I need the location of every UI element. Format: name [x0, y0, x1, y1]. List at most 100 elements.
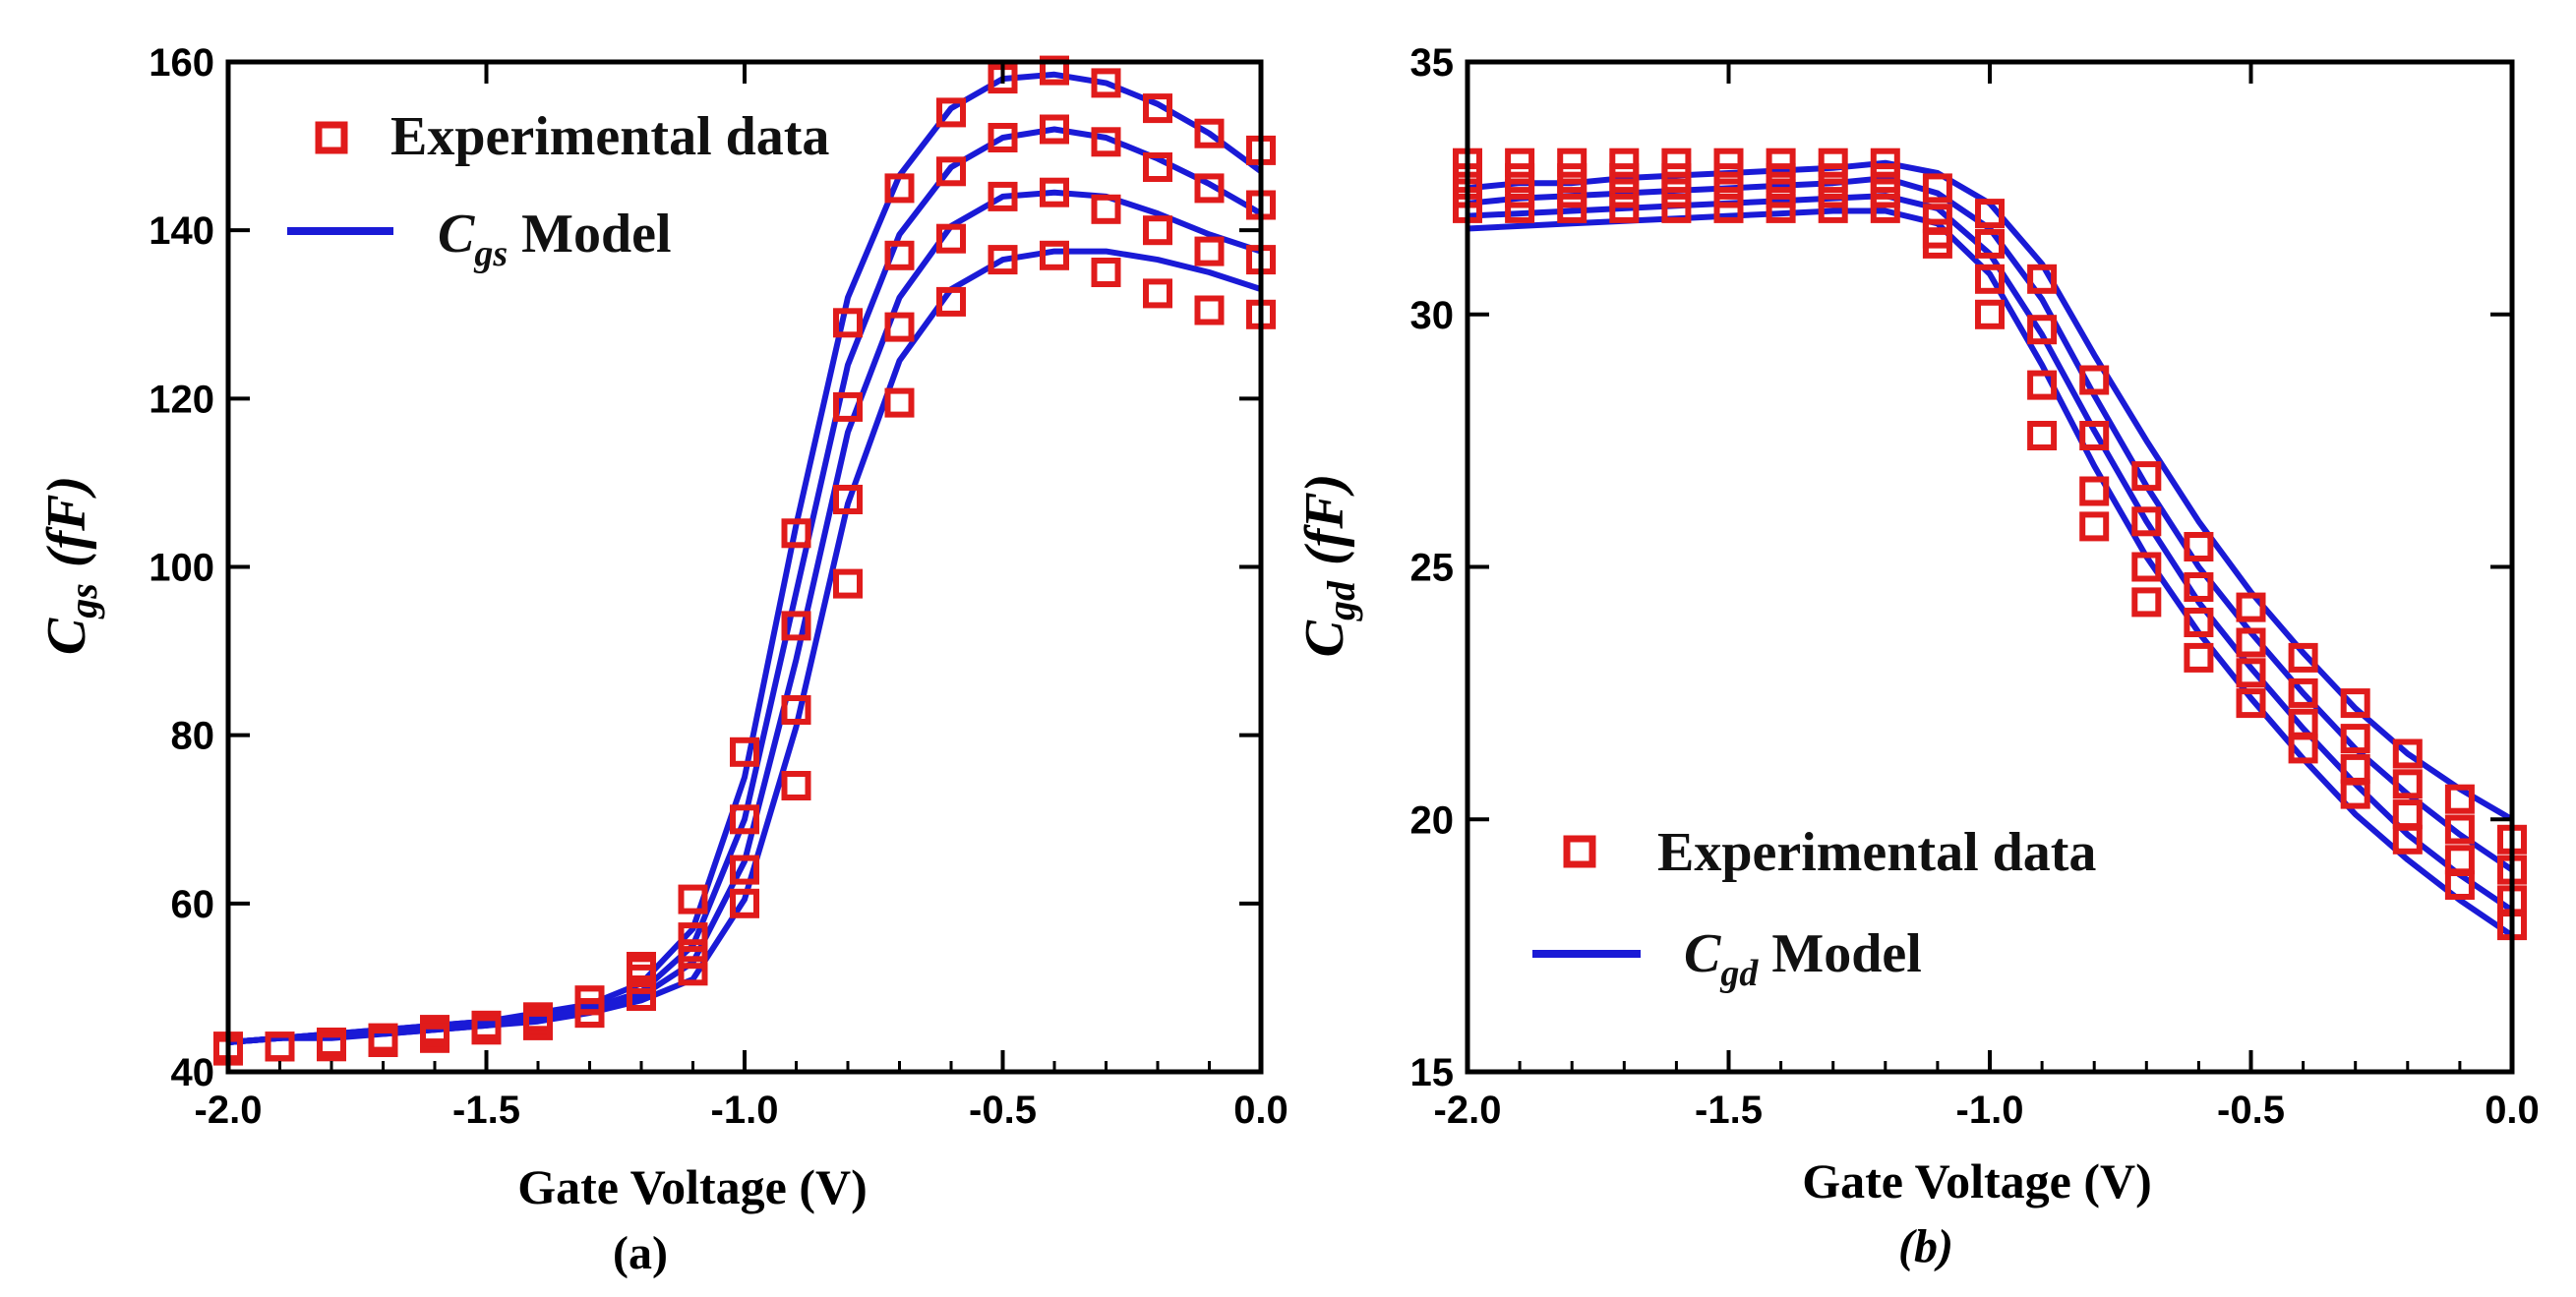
data-point-b-4-4 [1609, 193, 1640, 223]
data-point-b-2-12 [2027, 315, 2058, 345]
data-point-a-4-4 [368, 1028, 398, 1057]
data-point-b-2-11 [1975, 228, 2005, 259]
data-point-b-2-18 [2340, 724, 2370, 754]
data-point-a-4-5 [420, 1023, 449, 1053]
data-point-b-3-15 [2184, 608, 2214, 637]
data-point-a-1-14 [884, 173, 915, 204]
data-point-a-2-18 [1091, 127, 1121, 157]
y-axis-title-a: Cgs (fF) [36, 476, 105, 655]
legend-a: Experimental data Cgs Model [287, 106, 829, 274]
model-line-a-2 [227, 126, 1263, 1045]
data-point-a-2-12 [781, 611, 811, 641]
y-tick-label-b-2: 20 [1410, 798, 1455, 842]
data-point-b-1-9 [1870, 147, 1900, 178]
data-point-a-2-14 [884, 240, 915, 270]
data-point-a-3-13 [833, 485, 863, 514]
data-point-b-1-11 [1975, 199, 2005, 229]
data-point-a-2-13 [833, 391, 863, 422]
panel-label-b: (b) [1898, 1220, 1953, 1272]
data-point-b-3-4 [1609, 178, 1640, 208]
legend-line-label-b-main: C [1684, 923, 1721, 984]
legend-line-label-a-sub: gs [473, 233, 508, 274]
data-point-a-1-10 [678, 884, 708, 914]
data-point-b-4-20 [2444, 870, 2475, 900]
x-axis-title-a: Gate Voltage (V) [517, 1159, 868, 1214]
x-tick-label-b-5: 0.0 [2485, 1089, 2540, 1132]
data-point-b-4-18 [2340, 779, 2370, 809]
legend-line-label-b-sub: gd [1719, 953, 1759, 994]
data-point-b-4-11 [1975, 299, 2005, 329]
data-point-b-1-17 [2288, 642, 2318, 673]
y-axis-title-b-unit: (fF) [1294, 474, 1355, 565]
data-point-a-3-10 [678, 939, 708, 970]
data-point-b-1-20 [2444, 784, 2475, 814]
data-point-a-4-13 [833, 568, 863, 599]
data-point-b-3-9 [1870, 178, 1900, 208]
legend-markers-label-b: Experimental data [1657, 822, 2096, 883]
data-point-b-3-16 [2236, 658, 2266, 688]
data-point-b-4-7 [1766, 193, 1796, 223]
data-point-b-4-16 [2236, 688, 2266, 719]
data-point-a-3-17 [1040, 177, 1069, 207]
data-point-b-3-12 [2027, 370, 2058, 400]
model-line-a-4 [227, 248, 1262, 1045]
data-point-a-3-11 [730, 855, 759, 885]
plot-area-a [213, 55, 1276, 1066]
y-axis-title-a-sub: gs [61, 583, 105, 619]
plot-area-b [1453, 147, 2527, 941]
data-point-a-4-19 [1143, 278, 1172, 309]
data-point-a-1-20 [1194, 118, 1225, 148]
data-point-b-4-6 [1713, 193, 1744, 223]
data-point-b-2-14 [2131, 506, 2162, 537]
y-tick-label-a-6: 140 [149, 209, 214, 253]
data-point-b-1-5 [1661, 147, 1692, 178]
data-point-b-2-5 [1661, 163, 1692, 194]
data-point-b-4-5 [1661, 193, 1692, 223]
data-point-b-4-17 [2288, 734, 2318, 764]
y-tick-label-b-5: 35 [1410, 41, 1455, 85]
data-point-a-1-19 [1143, 93, 1172, 124]
data-point-a-4-6 [471, 1015, 502, 1045]
x-tick-label-b-3: -1.0 [1956, 1089, 2024, 1132]
data-point-b-1-16 [2236, 592, 2266, 622]
data-point-b-2-7 [1766, 163, 1796, 194]
data-point-a-4-10 [678, 956, 708, 986]
data-point-a-3-14 [884, 312, 915, 342]
y-tick-label-a-2: 60 [171, 883, 215, 926]
x-tick-label-a-3: -1.0 [711, 1089, 779, 1132]
x-tick-label-b-1: -2.0 [1434, 1089, 1502, 1132]
data-point-b-4-10 [1922, 228, 1952, 259]
y-tick-label-a-4: 100 [149, 547, 214, 590]
data-point-b-2-15 [2184, 572, 2214, 602]
data-point-a-4-12 [781, 771, 811, 800]
data-point-a-1-11 [730, 737, 759, 767]
data-point-a-3-16 [988, 181, 1018, 211]
data-point-b-2-20 [2444, 814, 2475, 845]
data-point-a-4-18 [1091, 258, 1121, 287]
data-point-a-4-8 [574, 998, 605, 1029]
y-axis-title-a-main: C [36, 618, 97, 655]
data-point-b-1-14 [2131, 461, 2162, 492]
data-point-b-2-6 [1713, 163, 1744, 194]
y-axis-title-b: Cgd (fF) [1294, 474, 1363, 658]
data-point-a-4-14 [884, 387, 915, 418]
data-point-b-2-4 [1609, 163, 1640, 194]
y-tick-label-a-3: 80 [171, 715, 215, 758]
data-point-b-4-14 [2131, 587, 2162, 618]
y-tick-label-b-1: 15 [1410, 1051, 1455, 1094]
data-point-b-2-9 [1870, 163, 1900, 194]
data-point-b-1-15 [2184, 532, 2214, 561]
y-tick-label-a-5: 120 [149, 378, 214, 421]
data-point-a-1-17 [1040, 55, 1069, 86]
data-point-b-3-7 [1766, 178, 1796, 208]
data-point-a-2-17 [1040, 114, 1069, 145]
data-point-a-4-15 [936, 286, 966, 317]
data-point-b-4-3 [1557, 193, 1588, 223]
data-point-a-1-12 [781, 518, 811, 549]
data-point-b-1-7 [1766, 147, 1796, 178]
legend-markers-label-a: Experimental data [390, 106, 829, 167]
chart-panel-a: -2.0 -1.5 -1.0 -0.5 0.0 40 60 80 100 120 140 160 Ga… [36, 41, 1288, 1279]
y-tick-label-b-3: 25 [1410, 547, 1455, 590]
data-point-b-4-15 [2184, 642, 2214, 673]
